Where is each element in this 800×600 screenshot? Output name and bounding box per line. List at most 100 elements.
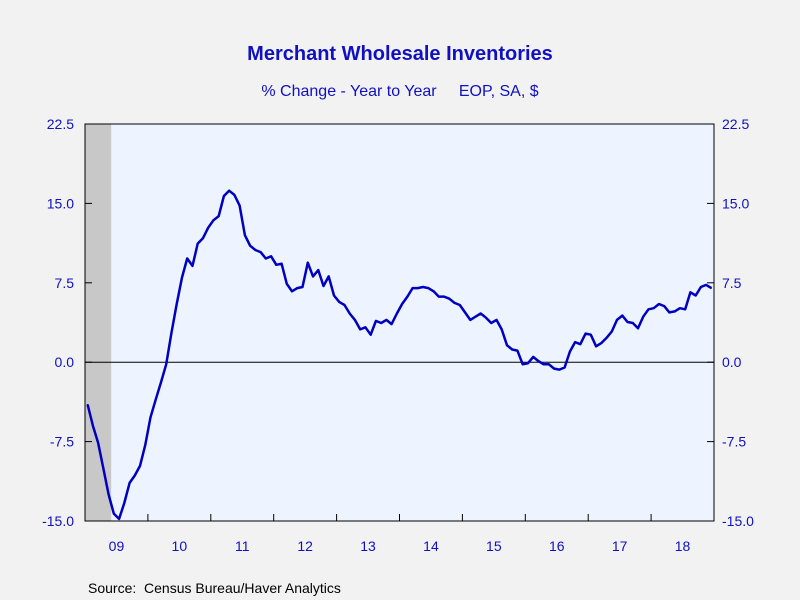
y-tick-label-right: 22.5	[722, 116, 749, 132]
x-tick-label: 11	[235, 538, 250, 554]
data-point	[647, 308, 650, 310]
chart-title: Merchant Wholesale Inventories	[247, 43, 553, 65]
data-point	[134, 474, 136, 477]
data-point	[543, 363, 545, 365]
y-axis-right: 22.5 15.0 7.5 0.0 -7.5 -15.0	[707, 116, 754, 529]
data-point	[123, 502, 125, 504]
data-point	[391, 323, 393, 325]
data-point	[438, 296, 440, 298]
data-point	[590, 334, 592, 336]
data-point	[375, 320, 377, 322]
data-point	[653, 307, 655, 309]
data-point	[296, 287, 298, 289]
data-point	[433, 290, 435, 292]
series-line	[86, 189, 713, 521]
data-point	[443, 296, 445, 298]
data-point	[307, 262, 309, 264]
data-point	[317, 269, 319, 271]
data-point	[239, 204, 241, 207]
data-point	[197, 243, 199, 245]
source-note: Source: Census Bureau/Haver Analytics	[88, 580, 341, 596]
data-point	[176, 303, 178, 305]
data-point	[684, 308, 686, 310]
data-point	[679, 307, 681, 309]
x-tick-label: 13	[360, 538, 376, 554]
data-point	[485, 317, 487, 319]
data-point	[695, 294, 697, 297]
data-point	[370, 334, 372, 336]
data-point	[92, 425, 94, 427]
data-point	[453, 302, 456, 304]
y-tick-label-right: -15.0	[722, 513, 754, 529]
data-point	[359, 328, 361, 330]
data-point	[207, 227, 209, 229]
data-point	[281, 263, 283, 265]
data-point	[448, 298, 450, 300]
data-point	[328, 275, 330, 277]
data-point	[191, 265, 194, 267]
data-point	[108, 493, 110, 496]
data-point	[574, 341, 576, 343]
data-point	[286, 283, 288, 285]
data-point	[605, 337, 608, 339]
data-point	[380, 322, 382, 324]
data-point	[301, 286, 304, 288]
data-point	[501, 328, 503, 330]
y-axis-left: 22.5 15.0 7.5 0.0 -7.5 -15.0	[42, 116, 92, 529]
data-point	[632, 322, 634, 324]
x-tick-label: 12	[297, 538, 313, 554]
y-tick-label-left: 7.5	[55, 275, 75, 291]
data-point	[228, 190, 230, 192]
data-point	[522, 363, 524, 365]
data-point	[579, 343, 581, 345]
y-tick-label-left: -15.0	[42, 513, 74, 529]
data-point	[270, 255, 272, 257]
data-point	[516, 350, 519, 352]
data-point	[275, 264, 277, 266]
x-tick-label: 10	[172, 538, 188, 554]
data-point	[202, 237, 204, 239]
data-point	[396, 312, 398, 315]
data-point	[548, 363, 550, 365]
data-point	[97, 442, 99, 444]
data-point	[689, 291, 692, 293]
data-point	[569, 351, 571, 353]
x-tick-label: 09	[109, 538, 125, 554]
data-point	[705, 284, 707, 286]
data-point	[532, 356, 534, 358]
data-point	[710, 287, 713, 289]
data-point	[338, 301, 340, 303]
data-point	[417, 287, 419, 289]
data-point	[626, 321, 629, 323]
data-point	[212, 219, 214, 221]
data-point	[265, 257, 267, 260]
data-point	[181, 276, 183, 279]
data-point	[186, 257, 188, 260]
data-point	[600, 342, 602, 344]
chart-subtitle: % Change - Year to Year EOP, SA, $	[261, 83, 538, 100]
x-tick-label: 17	[612, 538, 628, 554]
data-point	[113, 513, 115, 515]
data-point	[249, 245, 251, 247]
data-point	[459, 304, 461, 306]
data-point	[233, 194, 235, 196]
data-point	[312, 275, 314, 277]
data-point	[364, 326, 366, 328]
data-point	[149, 416, 152, 418]
y-tick-label-left: 15.0	[47, 195, 74, 211]
data-point	[490, 322, 492, 324]
data-point	[663, 305, 665, 307]
data-point	[658, 303, 660, 305]
data-point	[474, 316, 477, 318]
data-point	[558, 369, 561, 371]
data-point	[354, 319, 356, 321]
data-point	[511, 348, 513, 351]
data-point	[480, 312, 482, 315]
y-tick-label-right: 7.5	[722, 275, 742, 291]
data-point	[700, 286, 702, 288]
recession-band	[85, 124, 112, 521]
y-tick-label-right: 15.0	[722, 195, 749, 211]
x-tick-label: 16	[549, 538, 565, 554]
data-point	[333, 294, 335, 297]
